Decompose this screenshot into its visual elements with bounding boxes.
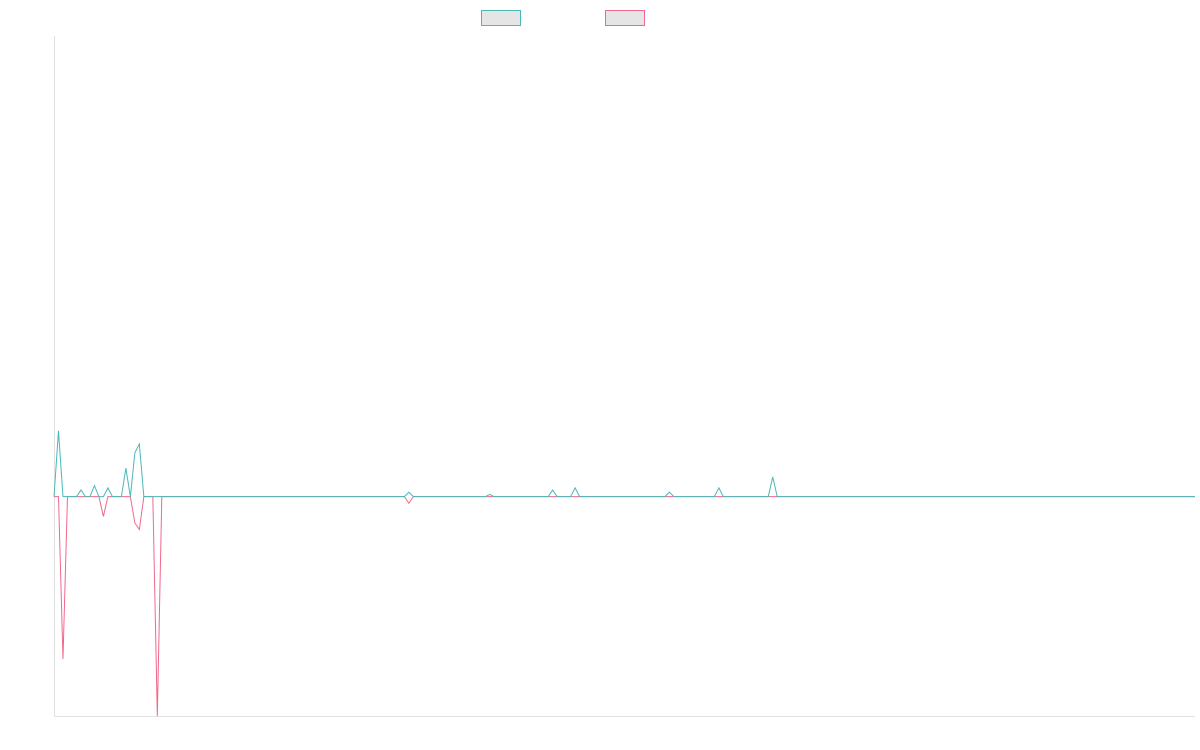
axes — [54, 36, 1195, 717]
legend — [481, 10, 645, 26]
series-line-1 — [53, 430, 1195, 498]
legend-swatch-2[interactable] — [605, 10, 645, 26]
plot-area — [53, 430, 1195, 717]
series-line-2 — [54, 496, 1195, 717]
legend-swatch-1[interactable] — [481, 10, 521, 26]
